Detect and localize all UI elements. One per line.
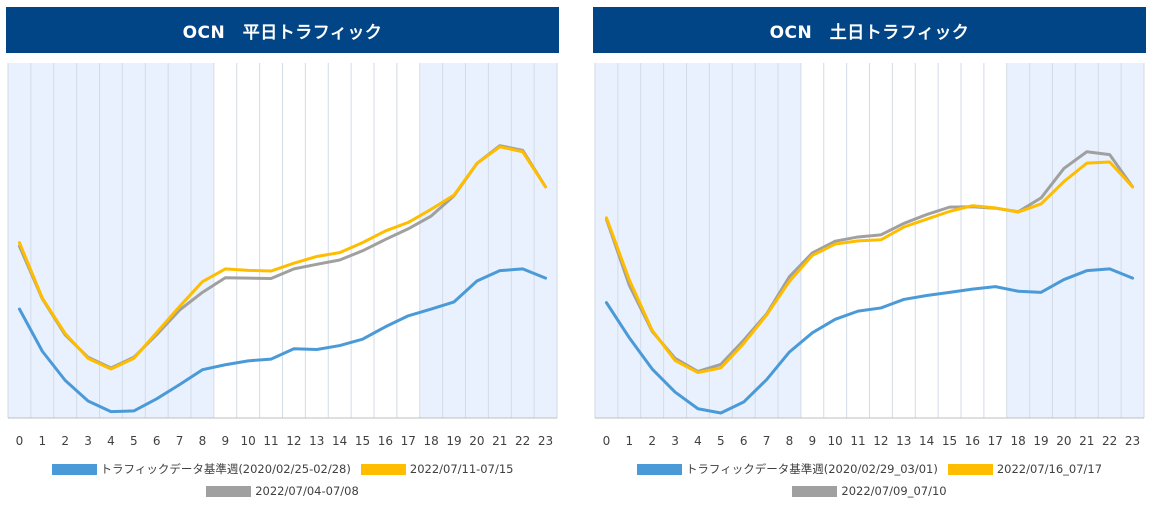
legend-label: トラフィックデータ基準週(2020/02/29_03/01): [685, 462, 938, 476]
x-tick-label: 14: [332, 434, 347, 448]
x-tick-label: 20: [469, 434, 484, 448]
x-tick-label: 11: [263, 434, 278, 448]
legend-item: 2022/07/09_07/10: [792, 484, 947, 498]
legend-label: 2022/07/11-07/15: [409, 462, 514, 476]
x-tick-label: 7: [176, 434, 184, 448]
legend-swatch-gray: [206, 485, 252, 497]
legend-label: 2022/07/16_07/17: [996, 462, 1103, 476]
x-tick-label: 23: [538, 434, 553, 448]
x-tick-label: 11: [850, 434, 865, 448]
legend-swatch-base: [636, 463, 682, 475]
weekend-traffic-chart: 0 1 2 3 4 5 6 7 8 9 10 11 12 13 14 15 16 17 18 19 20 21 22 23: [594, 63, 1145, 448]
series-line: [604, 267, 1135, 415]
x-tick-label: 1: [625, 434, 633, 448]
legend-label: 2022/07/09_07/10: [841, 484, 947, 498]
x-tick-label: 3: [671, 434, 679, 448]
x-tick-label: 19: [446, 434, 461, 448]
legend-swatch-base: [51, 463, 97, 475]
x-tick-label: 10: [828, 434, 843, 448]
x-tick-label: 6: [153, 434, 161, 448]
x-tick-label: 20: [1056, 434, 1071, 448]
x-tick-label: 8: [786, 434, 794, 448]
weekday-chart-title-bar: OCN 平日トラフィック: [6, 7, 559, 53]
x-tick-label: 14: [919, 434, 934, 448]
x-tick-label: 17: [401, 434, 416, 448]
x-tick-label: 15: [355, 434, 370, 448]
x-tick-label: 5: [717, 434, 725, 448]
x-tick-label: 19: [1033, 434, 1048, 448]
x-tick-label: 2: [648, 434, 656, 448]
x-tick-label: 21: [1079, 434, 1094, 448]
weekday-chart-legend: トラフィックデータ基準週(2020/02/25-02/28) 2022/07/1…: [6, 458, 559, 502]
x-tick-label: 13: [309, 434, 324, 448]
weekend-chart-panel: OCN 土日トラフィック 0 1 2 3 4 5 6 7 8 9 10 11 12 13 14 15 16 17 1…: [593, 7, 1146, 502]
legend-item: 2022/07/11-07/15: [360, 462, 514, 476]
weekday-chart-panel: OCN 平日トラフィック 0 1 2 3 4 5 6 7 8 9 10 11 12 13 14 15 16 17 1…: [6, 7, 559, 502]
x-tick-label: 9: [221, 434, 229, 448]
series-line: [17, 267, 548, 414]
x-tick-label: 23: [1125, 434, 1140, 448]
x-tick-label: 1: [38, 434, 46, 448]
x-tick-label: 16: [378, 434, 393, 448]
x-tick-label: 7: [763, 434, 771, 448]
x-tick-label: 21: [492, 434, 507, 448]
x-tick-label: 12: [286, 434, 301, 448]
legend-item: トラフィックデータ基準週(2020/02/25-02/28): [51, 461, 351, 477]
weekend-chart-legend: トラフィックデータ基準週(2020/02/29_03/01) 2022/07/1…: [593, 458, 1146, 502]
legend-swatch-gray: [792, 485, 838, 497]
x-tick-label: 2: [61, 434, 69, 448]
x-tick-label: 9: [808, 434, 816, 448]
shaded-band: [8, 63, 214, 418]
x-tick-label: 17: [988, 434, 1003, 448]
x-tick-label: 6: [740, 434, 748, 448]
legend-swatch-yellow: [947, 463, 993, 475]
x-tick-label: 16: [965, 434, 980, 448]
chart-title: OCN 土日トラフィック: [769, 22, 970, 43]
x-tick-label: 22: [515, 434, 530, 448]
x-tick-label: 10: [241, 434, 256, 448]
series-line: [17, 145, 548, 371]
chart-title: OCN 平日トラフィック: [182, 22, 383, 43]
legend-label: トラフィックデータ基準週(2020/02/25-02/28): [100, 462, 351, 476]
weekend-chart-title-bar: OCN 土日トラフィック: [593, 7, 1146, 53]
series-line: [604, 160, 1135, 375]
x-tick-label: 3: [84, 434, 92, 448]
x-tick-label: 18: [1011, 434, 1026, 448]
x-tick-label: 0: [603, 434, 611, 448]
x-tick-label: 4: [107, 434, 115, 448]
x-tick-label: 0: [16, 434, 24, 448]
x-tick-label: 8: [199, 434, 207, 448]
legend-item: 2022/07/04-07/08: [206, 484, 359, 498]
x-tick-label: 4: [694, 434, 702, 448]
legend-swatch-yellow: [360, 463, 406, 475]
x-tick-label: 12: [873, 434, 888, 448]
x-tick-label: 5: [130, 434, 138, 448]
weekday-traffic-chart: 0 1 2 3 4 5 6 7 8 9 10 11 12 13 14 15 16 17 18 19 20 21 22 23: [7, 63, 558, 448]
legend-item: トラフィックデータ基準週(2020/02/29_03/01): [636, 461, 938, 477]
legend-label: 2022/07/04-07/08: [255, 484, 359, 498]
shaded-band: [595, 63, 801, 418]
x-tick-label: 22: [1102, 434, 1117, 448]
x-tick-label: 13: [896, 434, 911, 448]
x-tick-label: 15: [942, 434, 957, 448]
x-tick-label: 18: [424, 434, 439, 448]
legend-item: 2022/07/16_07/17: [947, 462, 1103, 476]
